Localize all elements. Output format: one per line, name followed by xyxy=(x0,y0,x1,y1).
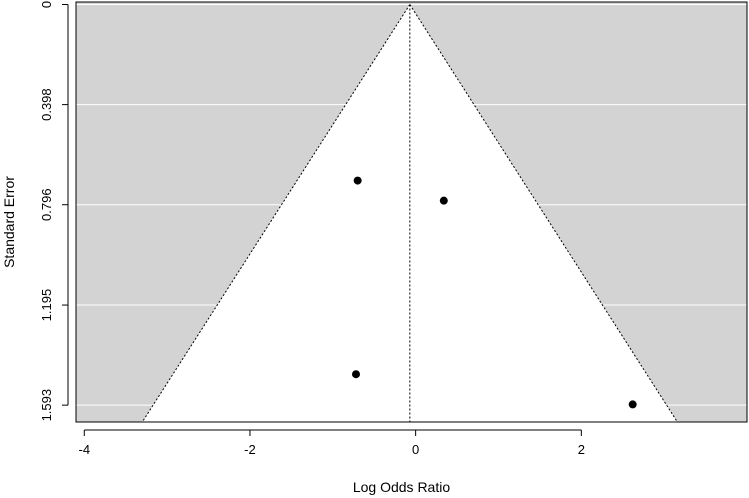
funnel-left-edge xyxy=(141,4,411,423)
data-point xyxy=(439,196,448,205)
data-point xyxy=(351,370,360,379)
data-point xyxy=(628,400,637,409)
y-tick-label: 0 xyxy=(39,1,54,8)
y-tick-label: 1.195 xyxy=(39,289,54,322)
y-tick-label: 0.796 xyxy=(39,188,54,221)
plot-frame xyxy=(75,1,748,423)
x-axis-title: Log Odds Ratio xyxy=(353,479,450,495)
x-tick-label: 2 xyxy=(578,442,585,457)
y-tick-label: 0.398 xyxy=(39,88,54,121)
data-points xyxy=(351,176,637,409)
x-tick-label: -2 xyxy=(244,442,256,457)
data-point xyxy=(353,176,362,185)
y-axis-title: Standard Error xyxy=(1,176,17,268)
funnel-right-edge xyxy=(409,4,678,423)
x-axis: -4 -2 0 2 xyxy=(79,429,585,457)
x-tick-label: -4 xyxy=(79,442,91,457)
x-tick-label: 0 xyxy=(412,442,419,457)
y-axis: 0 0.398 0.796 1.195 1.593 xyxy=(39,1,69,422)
y-tick-label: 1.593 xyxy=(39,389,54,422)
